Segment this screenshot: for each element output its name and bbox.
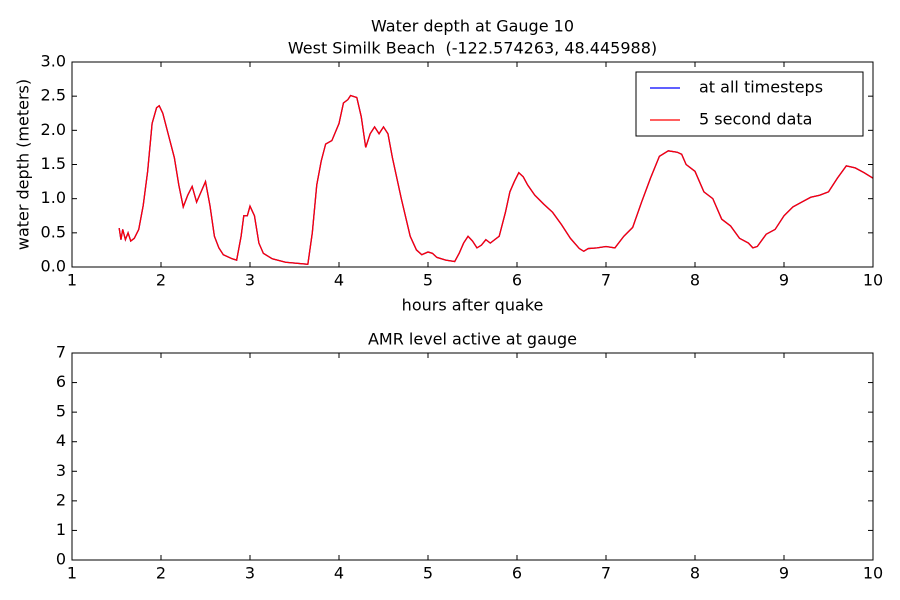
x-tick-label: 7: [601, 271, 611, 290]
x-axis-label: hours after quake: [402, 296, 544, 315]
x-tick-label: 5: [423, 564, 433, 583]
legend-box: [635, 71, 864, 137]
y-tick-label: 1.5: [41, 154, 66, 173]
y-axis-label: water depth (meters): [14, 79, 33, 250]
x-tick-label: 10: [863, 564, 883, 583]
x-tick-label: 4: [334, 564, 344, 583]
y-tick-label: 1.0: [41, 188, 66, 207]
x-tick-label: 10: [863, 271, 883, 290]
legend-label: at all timesteps: [699, 78, 823, 97]
x-tick-label: 6: [512, 271, 522, 290]
x-tick-label: 3: [245, 564, 255, 583]
y-tick-label: 7: [56, 343, 66, 362]
y-tick-label: 0.5: [41, 222, 66, 241]
x-tick-label: 8: [690, 271, 700, 290]
x-tick-label: 2: [156, 564, 166, 583]
x-tick-label: 1: [67, 271, 77, 290]
y-tick-label: 2: [56, 490, 66, 509]
y-tick-label: 0.0: [41, 257, 66, 276]
chart-title: AMR level active at gauge: [368, 330, 577, 349]
y-tick-label: 5: [56, 402, 66, 421]
y-tick-label: 0: [56, 550, 66, 569]
axes-frame: [71, 352, 874, 561]
axes-frame: [71, 61, 874, 268]
legend-label: 5 second data: [699, 110, 812, 129]
x-tick-label: 6: [512, 564, 522, 583]
x-tick-label: 5: [423, 271, 433, 290]
y-tick-label: 4: [56, 431, 66, 450]
x-tick-label: 3: [245, 271, 255, 290]
y-tick-label: 3.0: [41, 52, 66, 71]
x-tick-label: 9: [779, 564, 789, 583]
y-tick-label: 2.5: [41, 86, 66, 105]
x-tick-label: 8: [690, 564, 700, 583]
x-tick-label: 1: [67, 564, 77, 583]
legend: at all timesteps 5 second data: [635, 71, 864, 137]
data-line: [118, 94, 874, 265]
x-tick-label: 7: [601, 564, 611, 583]
x-tick-label: 2: [156, 271, 166, 290]
x-tick-label: 4: [334, 271, 344, 290]
y-tick-label: 6: [56, 372, 66, 391]
y-tick-label: 3: [56, 461, 66, 480]
chart-title: Water depth at Gauge 10: [371, 17, 574, 36]
chart-subtitle: West Similk Beach (-122.574263, 48.44598…: [288, 39, 657, 58]
x-tick-label: 9: [779, 271, 789, 290]
y-tick-label: 1: [56, 520, 66, 539]
y-tick-label: 2.0: [41, 120, 66, 139]
